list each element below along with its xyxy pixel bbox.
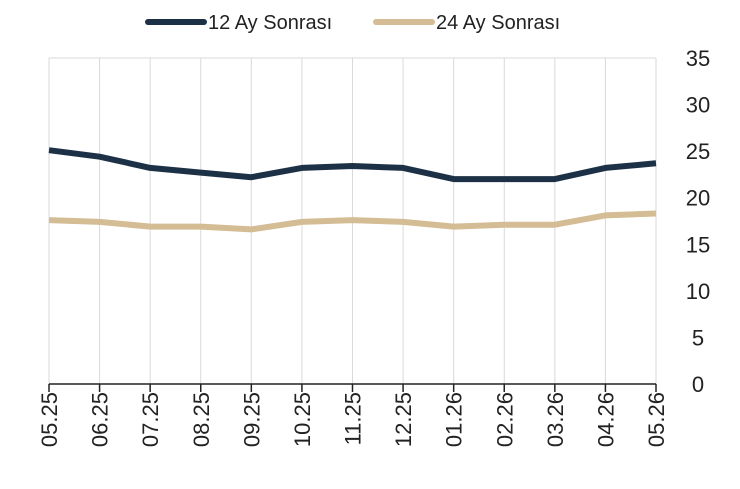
x-tick-label: 09.25 <box>239 392 264 447</box>
x-tick-label: 02.26 <box>492 392 517 447</box>
x-tick-label: 12.25 <box>391 392 416 447</box>
x-axis-ticks: 05.25 06.25 07.25 08.25 09.25 10.25 11.25 12.25… <box>37 384 669 447</box>
x-tick-label: 01.26 <box>442 392 467 447</box>
legend-item-1: 12 Ay Sonrası <box>145 12 332 34</box>
x-tick-label: 07.25 <box>138 392 163 447</box>
x-tick-label: 05.25 <box>37 392 62 447</box>
legend-label: 24 Ay Sonrası <box>436 12 560 34</box>
x-tick-label: 05.26 <box>644 392 669 447</box>
y-tick-label: 20 <box>686 186 710 211</box>
y-tick-label: 10 <box>686 279 710 304</box>
series-line-2 <box>48 210 657 233</box>
x-tick-label: 11.25 <box>341 392 366 445</box>
x-tick-label: 04.26 <box>593 392 618 447</box>
y-tick-label: 5 <box>692 325 704 350</box>
x-tick-label: 03.26 <box>543 392 568 447</box>
x-tick-label: 06.25 <box>88 392 113 447</box>
y-tick-label: 25 <box>686 139 710 164</box>
series-lines <box>48 147 657 233</box>
y-tick-label: 35 <box>686 46 710 71</box>
legend: 12 Ay Sonrası 24 Ay Sonrası <box>145 12 560 34</box>
y-axis-ticks: 0 5 10 15 20 25 30 35 <box>686 46 710 397</box>
legend-label: 12 Ay Sonrası <box>208 12 332 34</box>
x-tick-label: 08.25 <box>189 392 214 447</box>
series-line-1 <box>48 147 657 183</box>
y-tick-label: 0 <box>692 372 704 397</box>
gridlines <box>48 58 657 384</box>
y-tick-label: 30 <box>686 93 710 118</box>
x-tick-label: 10.25 <box>290 392 315 447</box>
y-tick-label: 15 <box>686 232 710 257</box>
legend-item-2: 24 Ay Sonrası <box>373 12 560 34</box>
